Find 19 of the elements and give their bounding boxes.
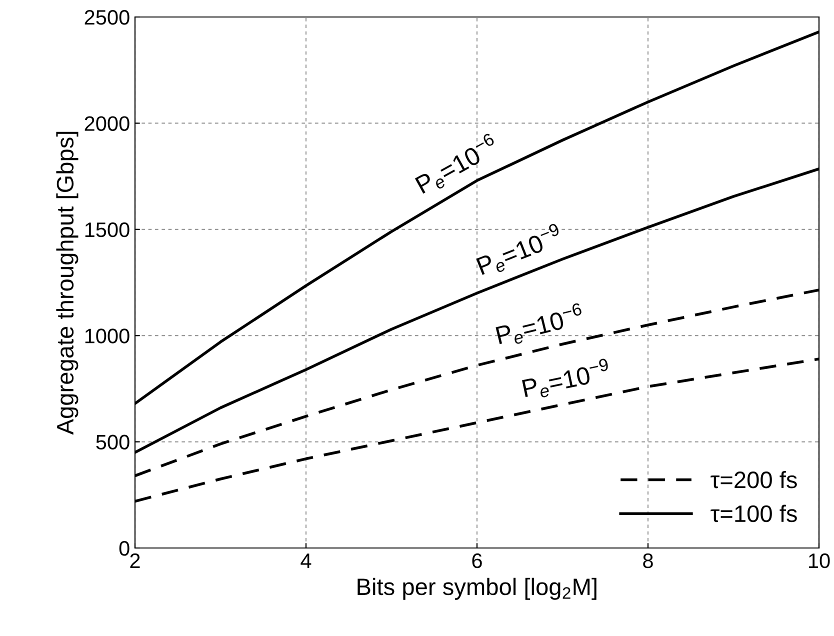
annotation: P$_{e}$=10$^{−6}$ xyxy=(412,132,502,198)
legend-label: τ=200 fs xyxy=(710,470,797,488)
y-tick-label: 2000 xyxy=(84,116,130,131)
legend-label: τ=100 fs xyxy=(710,504,797,522)
x-tick-label: 4 xyxy=(300,554,312,568)
x-axis-title: Bits per symbol [log$_{2}$M] xyxy=(358,578,596,600)
y-axis-title: Aggregate throughput [Gbps] xyxy=(56,132,78,435)
x-tick-label: 2 xyxy=(130,553,140,568)
annotation: P$_{e}$=10$^{−9}$ xyxy=(474,222,565,279)
annotation: P$_{e}$=10$^{−9}$ xyxy=(521,358,612,402)
y-tick-label: 500 xyxy=(96,434,130,450)
x-tick-label: 8 xyxy=(643,553,653,568)
y-tick-label: 1000 xyxy=(85,328,130,344)
y-tick-label: 1500 xyxy=(85,222,130,238)
x-tick-label: 6 xyxy=(472,553,482,568)
y-tick-label: 2500 xyxy=(84,10,130,25)
annotation: P$_{e}$=10$^{−6}$ xyxy=(494,302,586,348)
x-tick-label: 10 xyxy=(809,553,830,568)
y-tick-label: 0 xyxy=(119,541,130,556)
